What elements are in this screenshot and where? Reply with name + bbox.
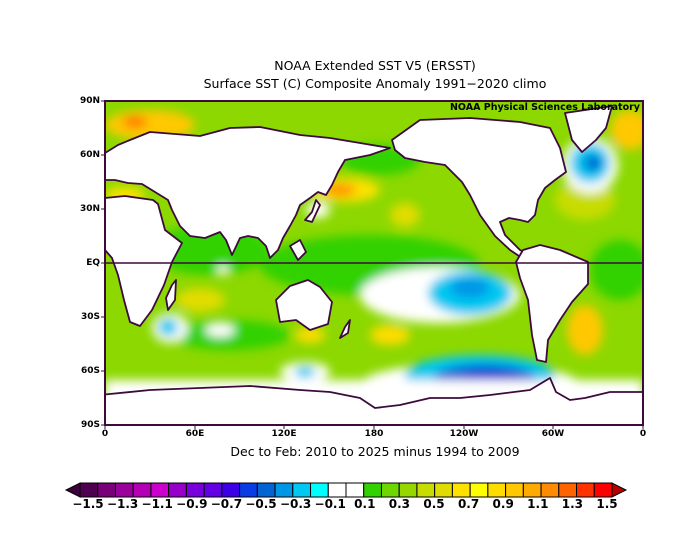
lat-label: 30S: [80, 312, 100, 322]
colorbar-swatch: [416, 482, 436, 498]
colorbar-swatch: [540, 482, 560, 498]
lon-label: 120W: [449, 429, 479, 439]
colorbar-swatch: [203, 482, 223, 498]
colorbar-tick-label: 1.3: [561, 497, 584, 511]
colorbar-tick-label: −0.9: [176, 497, 208, 511]
colorbar-swatch: [274, 482, 294, 498]
colorbar-tick-label: 1.1: [527, 497, 549, 511]
colorbar-tick-label: 0.3: [388, 497, 411, 511]
colorbar-swatch: [97, 482, 116, 498]
colorbar-tick-label: −0.7: [210, 497, 243, 511]
colorbar-tick-label: −1.1: [141, 497, 173, 511]
title-line-1: NOAA Extended SST V5 (ERSST): [274, 58, 476, 73]
colorbar-swatch: [380, 482, 400, 498]
colorbar-swatch: [310, 482, 329, 498]
colorbar-swatch: [398, 482, 418, 498]
lon-label: 60E: [185, 429, 205, 439]
colorbar-tick-label: −1.5: [72, 497, 104, 511]
colorbar: [64, 482, 628, 498]
colorbar-tick-label: 0.9: [492, 497, 514, 511]
colorbar-swatch: [185, 482, 205, 498]
colorbar-swatch: [292, 482, 312, 498]
lon-label: 0: [101, 429, 109, 439]
title-line-2: Surface SST (C) Composite Anomaly 1991−2…: [203, 76, 547, 91]
lat-label: 60S: [80, 366, 100, 376]
axis-ticks: [101, 100, 644, 429]
colorbar-swatch: [593, 482, 613, 498]
colorbar-swatch: [505, 482, 524, 498]
colorbar-swatch: [221, 482, 241, 498]
colorbar-tick-label: 0.7: [457, 497, 480, 511]
colorbar-tick-label: 0.1: [354, 497, 376, 511]
colorbar-swatch: [256, 482, 276, 498]
colorbar-swatch: [522, 482, 542, 498]
colorbar-swatch: [576, 482, 595, 498]
colorbar-swatch: [345, 482, 365, 498]
colorbar-swatch: [132, 482, 152, 498]
lon-label: 60W: [541, 429, 565, 439]
lon-label: 0: [639, 429, 647, 439]
colorbar-swatch: [469, 482, 489, 498]
lon-label: 180: [364, 429, 384, 439]
colorbar-swatch: [558, 482, 578, 498]
colorbar-tick-label: −0.3: [279, 497, 312, 511]
lat-label: 90N: [79, 96, 100, 106]
credit-label: NOAA Physical Sciences Laboratory: [449, 102, 640, 113]
period-caption: Dec to Feb: 2010 to 2025 minus 1994 to 2…: [230, 444, 520, 459]
colorbar-over-triangle: [611, 482, 628, 498]
colorbar-tick-label: −0.1: [314, 497, 346, 511]
lat-label: 60N: [79, 150, 100, 160]
colorbar-tick-label: −1.3: [106, 497, 139, 511]
colorbar-tick-label: 1.5: [596, 497, 618, 511]
lat-label: 90S: [80, 420, 100, 430]
colorbar-tick-label: −0.5: [245, 497, 277, 511]
colorbar-tick-label: 0.5: [423, 497, 445, 511]
colorbar-swatch: [327, 482, 347, 498]
colorbar-under-triangle: [64, 482, 81, 498]
colorbar-swatch: [363, 482, 382, 498]
colorbar-swatch: [79, 482, 99, 498]
colorbar-swatch: [114, 482, 134, 498]
colorbar-swatch: [434, 482, 453, 498]
colorbar-swatch: [239, 482, 258, 498]
lat-label: 30N: [79, 204, 100, 214]
colorbar-swatch: [150, 482, 170, 498]
lat-label: EQ: [86, 258, 100, 268]
lon-label: 120E: [271, 429, 297, 439]
colorbar-swatch: [451, 482, 471, 498]
colorbar-swatch: [487, 482, 507, 498]
coastlines: [105, 105, 643, 425]
colorbar-swatch: [168, 482, 187, 498]
anomaly-field: [105, 101, 643, 425]
